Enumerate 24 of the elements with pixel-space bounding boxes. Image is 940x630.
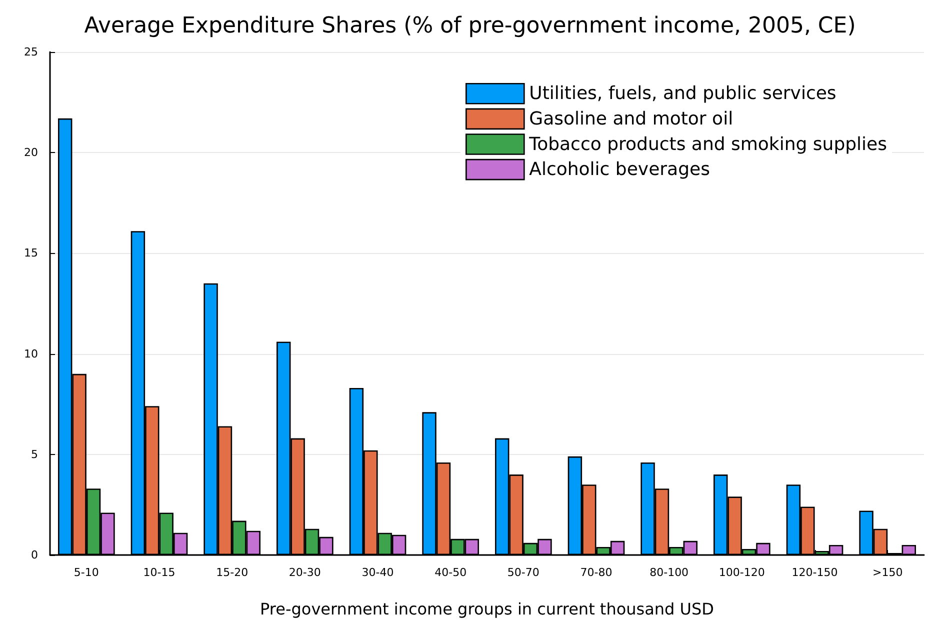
- y-tick-label: 0: [31, 548, 38, 562]
- x-tick-label: 10-15: [143, 566, 176, 579]
- x-tick-label: 100-120: [718, 566, 765, 579]
- legend-label: Utilities, fuels, and public services: [529, 83, 836, 104]
- y-tick-label: 25: [24, 46, 38, 58]
- x-tick-label: 30-40: [362, 566, 394, 579]
- y-tick-label: 10: [24, 347, 38, 360]
- x-tick-label: 40-50: [434, 566, 467, 579]
- legend-label: Tobacco products and smoking supplies: [528, 134, 888, 155]
- x-tick-label: 80-100: [650, 566, 689, 579]
- chart-title: Average Expenditure Shares (% of pre-government income, 2005, CE): [84, 14, 856, 38]
- x-axis-title: Pre-government income groups in current thousand USD: [260, 600, 714, 618]
- legend-label: Alcoholic beverages: [529, 159, 710, 180]
- x-tick-label: 15-20: [216, 566, 248, 579]
- x-tick-label: 20-30: [288, 566, 321, 579]
- legend-label: Gasoline and motor oil: [529, 108, 734, 130]
- x-tick-label: 70-80: [580, 566, 612, 579]
- x-tick-label: 120-150: [792, 566, 838, 579]
- y-tick-label: 15: [24, 246, 38, 260]
- y-tick-label: 20: [24, 146, 38, 160]
- x-tick-label: >150: [872, 566, 903, 579]
- x-tick-label: 5-10: [74, 566, 99, 579]
- y-tick-label: 5: [31, 448, 38, 461]
- x-tick-label: 50-70: [507, 566, 540, 579]
